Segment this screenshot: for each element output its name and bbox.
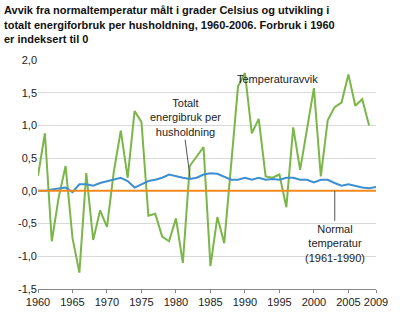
svg-text:1970: 1970: [95, 296, 119, 308]
svg-text:2,0: 2,0: [22, 54, 37, 66]
svg-text:2009: 2009: [364, 296, 388, 308]
svg-text:2000: 2000: [302, 296, 326, 308]
svg-text:Temperaturavvik: Temperaturavvik: [237, 73, 318, 85]
svg-text:1990: 1990: [233, 296, 257, 308]
svg-text:1985: 1985: [198, 296, 222, 308]
svg-text:1975: 1975: [129, 296, 153, 308]
svg-text:1965: 1965: [60, 296, 84, 308]
svg-text:2005: 2005: [336, 296, 360, 308]
svg-text:Avvik fra normaltemperatur mål: Avvik fra normaltemperatur målt i grader…: [4, 4, 335, 45]
svg-text:0,0: 0,0: [22, 185, 37, 197]
svg-text:1980: 1980: [164, 296, 188, 308]
svg-text:-1,5: -1,5: [18, 283, 37, 295]
svg-text:1,5: 1,5: [22, 87, 37, 99]
svg-text:-0,5: -0,5: [18, 217, 37, 229]
svg-text:-1,0: -1,0: [18, 250, 37, 262]
svg-text:Totaltenergibruk perhusholdnin: Totaltenergibruk perhusholdning: [150, 97, 221, 138]
svg-text:Normaltemperatur(1961-1990): Normaltemperatur(1961-1990): [305, 223, 365, 264]
svg-text:1995: 1995: [267, 296, 291, 308]
svg-text:0,5: 0,5: [22, 152, 37, 164]
svg-text:1,0: 1,0: [22, 119, 37, 131]
svg-text:1960: 1960: [26, 296, 50, 308]
